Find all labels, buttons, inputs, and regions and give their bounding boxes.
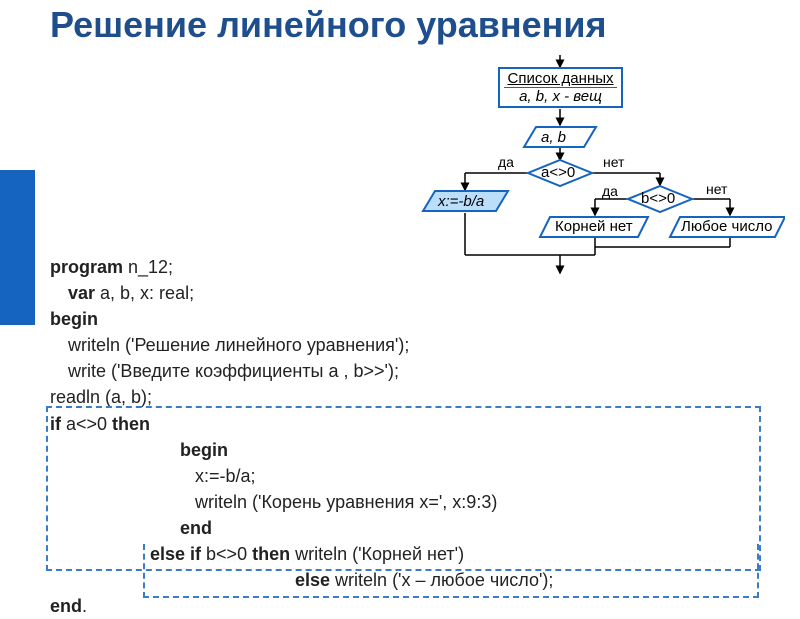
fc-no-2: нет [706,181,727,197]
code-line: program n_12; [50,254,553,280]
code-line: begin [50,306,553,332]
fc-no-roots: Корней нет [555,218,633,235]
fc-cond-a: a<>0 [541,164,575,181]
code-line: write ('Введите коэффициенты a , b>>'); [50,358,553,384]
fc-data-list: Список данных a, b, x - вещ [498,67,623,108]
fc-no-1: нет [603,154,624,170]
dashed-inner [143,544,759,598]
fc-xcalc: x:=-b/a [438,193,484,210]
fc-any-num: Любое число [681,218,773,235]
page-title: Решение линейного уравнения [50,5,607,45]
fc-input-ab: a, b [541,129,566,146]
code-line: var a, b, x: real; [50,280,553,306]
code-line: writeln ('Решение линейного уравнения'); [50,332,553,358]
left-accent-bar [0,170,35,325]
fc-yes-1: да [498,154,514,170]
fc-data-list-vars: a, b, x - вещ [504,88,617,105]
fc-yes-2: да [602,183,618,199]
fc-cond-b: b<>0 [641,190,675,207]
flowchart: Список данных a, b, x - вещ a, b a<>0 b<… [380,55,785,275]
fc-data-list-title: Список данных [504,70,617,88]
